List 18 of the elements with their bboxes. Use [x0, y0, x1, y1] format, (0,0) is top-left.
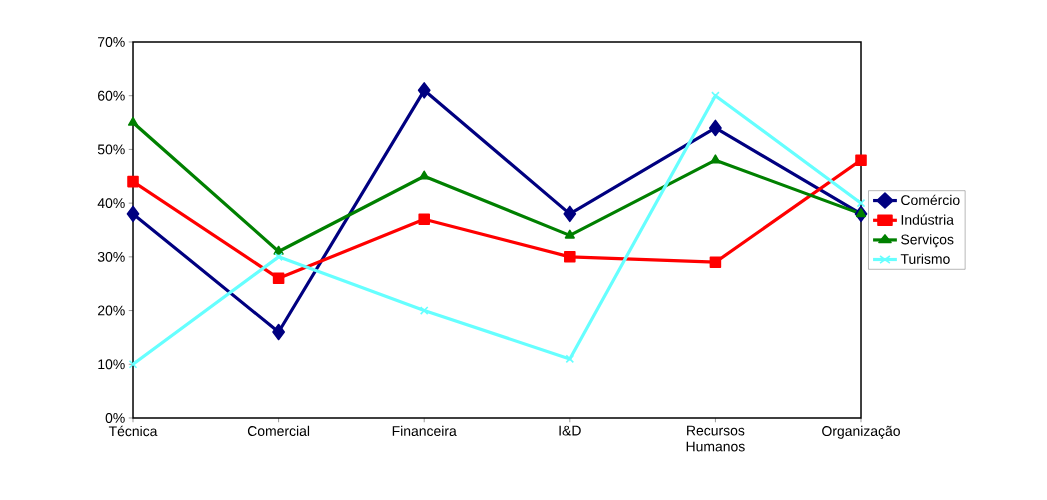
x-tick-label: Comercial — [247, 425, 310, 436]
legend-label: Turismo — [900, 253, 950, 264]
x-tick-label: Organização — [822, 425, 900, 439]
legend-label: Indústria — [901, 214, 954, 225]
y-tick-label: 10% — [98, 359, 125, 370]
y-tick-label: 20% — [98, 305, 125, 316]
x-tick-label: I&D — [559, 425, 581, 436]
x-tick-label: Financeira — [392, 425, 457, 436]
y-tick-label: 70% — [98, 37, 125, 47]
y-tick-label: 0% — [105, 413, 125, 423]
x-tick-label: Técnica — [108, 425, 158, 437]
y-tick-label: 60% — [98, 90, 125, 101]
y-tick-label: 50% — [97, 144, 125, 155]
y-tick-label: 30% — [97, 251, 125, 262]
x-tick-label: Recursos Humanos — [686, 425, 745, 452]
y-tick-label: 40% — [97, 198, 125, 209]
legend-label: Comércio — [901, 194, 960, 206]
legend-label: Serviços — [901, 234, 954, 248]
